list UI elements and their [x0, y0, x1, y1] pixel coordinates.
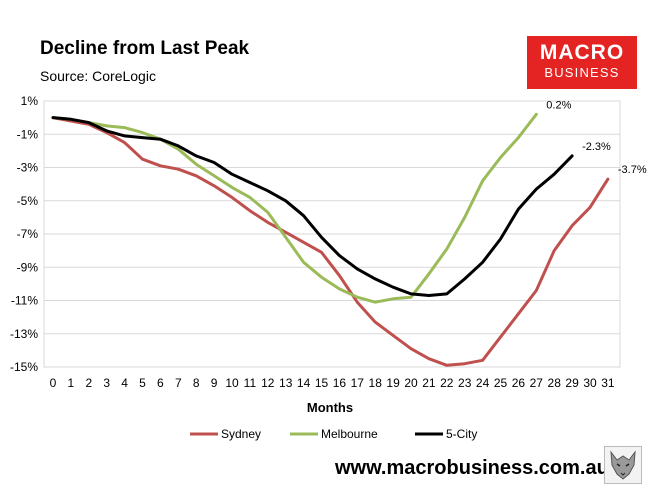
x-tick-label: 5 — [139, 376, 146, 390]
series-end-label: 0.2% — [546, 99, 571, 111]
y-tick-label: -13% — [10, 327, 38, 341]
x-tick-label: 14 — [297, 376, 311, 390]
x-tick-label: 22 — [440, 376, 454, 390]
macro-business-logo: MACRO BUSINESS — [527, 36, 637, 89]
logo-line-2: BUSINESS — [544, 65, 620, 80]
x-tick-label: 31 — [601, 376, 615, 390]
y-tick-label: -11% — [11, 294, 38, 308]
x-tick-label: 15 — [315, 376, 329, 390]
x-tick-label: 27 — [530, 376, 544, 390]
wolf-logo-icon — [604, 446, 642, 484]
x-tick-label: 20 — [404, 376, 418, 390]
series-line-5-city — [51, 116, 574, 297]
x-tick-label: 4 — [121, 376, 128, 390]
x-tick-label: 28 — [548, 376, 562, 390]
x-axis-title: Months — [307, 400, 353, 415]
x-tick-label: 3 — [103, 376, 110, 390]
y-tick-label: -5% — [17, 194, 39, 208]
x-tick-label: 11 — [244, 376, 257, 390]
x-tick-label: 26 — [512, 376, 526, 390]
series-line-sydney — [51, 116, 610, 367]
x-tick-label: 7 — [175, 376, 182, 390]
y-tick-label: -7% — [17, 227, 39, 241]
x-tick-label: 8 — [193, 376, 200, 390]
legend-label: Sydney — [221, 427, 261, 441]
x-tick-label: 6 — [157, 376, 164, 390]
x-tick-label: 30 — [583, 376, 597, 390]
x-tick-label: 10 — [225, 376, 239, 390]
y-tick-label: -15% — [10, 360, 38, 374]
x-tick-label: 19 — [386, 376, 400, 390]
chart-source: Source: CoreLogic — [40, 68, 156, 84]
y-tick-label: 1% — [21, 94, 39, 108]
x-tick-label: 13 — [279, 376, 293, 390]
legend-label: Melbourne — [321, 427, 378, 441]
series-end-label: -2.3% — [582, 141, 611, 153]
y-tick-label: -9% — [17, 260, 39, 274]
footer-url[interactable]: www.macrobusiness.com.au — [335, 457, 609, 479]
x-tick-label: 12 — [261, 376, 275, 390]
x-tick-label: 29 — [565, 376, 579, 390]
logo-line-1: MACRO — [539, 41, 625, 64]
x-tick-label: 25 — [494, 376, 508, 390]
x-tick-label: 9 — [211, 376, 218, 390]
x-tick-label: 24 — [476, 376, 490, 390]
x-tick-label: 18 — [369, 376, 383, 390]
x-tick-label: 0 — [50, 376, 57, 390]
y-tick-label: -3% — [17, 161, 39, 175]
x-tick-label: 2 — [85, 376, 92, 390]
x-tick-label: 1 — [68, 376, 75, 390]
x-tick-label: 16 — [333, 376, 347, 390]
x-tick-label: 17 — [351, 376, 365, 390]
x-tick-label: 23 — [458, 376, 472, 390]
legend-label: 5-City — [446, 427, 477, 441]
y-tick-label: -1% — [17, 127, 39, 141]
series-end-label: -3.7% — [618, 164, 647, 176]
series-line-melbourne — [51, 112, 538, 304]
chart-title: Decline from Last Peak — [40, 38, 250, 59]
x-tick-label: 21 — [422, 376, 436, 390]
